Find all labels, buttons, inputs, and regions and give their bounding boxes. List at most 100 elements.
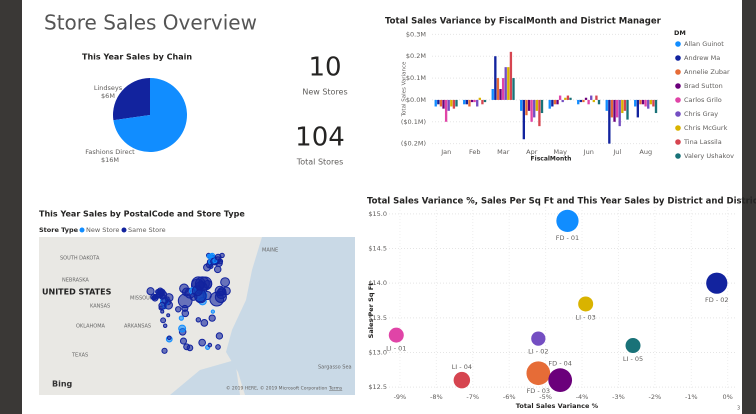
card-value: 10 [308, 53, 341, 83]
x-tick-label: Jun [583, 148, 594, 156]
bar [639, 100, 641, 104]
legend-marker [675, 69, 681, 75]
legend-marker [675, 83, 681, 89]
map-dot [221, 278, 230, 287]
point-label: FD - 01 [556, 234, 580, 242]
chart-title: Total Sales Variance by FiscalMonth and … [385, 17, 662, 27]
map-dot [215, 254, 221, 260]
bar [497, 78, 499, 100]
bar [580, 100, 582, 102]
map-dot [165, 297, 169, 301]
legend-label: Chris McGurk [684, 124, 728, 132]
map-dot [208, 343, 212, 347]
y-axis-title: Total Sales Variance [402, 61, 408, 117]
map-dot [164, 301, 172, 309]
map-label: KANSAS [90, 304, 110, 310]
bar [538, 100, 540, 126]
map-dot [184, 344, 190, 350]
map-dot [167, 314, 170, 317]
bar [502, 78, 504, 100]
bar [577, 100, 579, 104]
bar [505, 67, 507, 100]
map-dot [214, 266, 220, 272]
bar [479, 98, 481, 100]
bar [642, 100, 644, 104]
bar [455, 100, 457, 107]
bar [616, 100, 618, 117]
bar [606, 100, 608, 111]
card-clip [290, 95, 360, 105]
map-title: This Year Sales by PostalCode and Store … [39, 210, 245, 219]
bar [468, 100, 470, 107]
bar [533, 100, 535, 117]
x-tick-label: Jul [612, 148, 621, 156]
bar [611, 100, 613, 117]
legend-marker [80, 228, 85, 233]
bar [624, 100, 626, 111]
bubble [706, 273, 727, 294]
card-value: 104 [295, 123, 345, 153]
legend-marker [675, 97, 681, 103]
bar [582, 100, 584, 102]
bar [567, 96, 569, 100]
map-dot [161, 318, 166, 323]
y-axis-title: Sales Per Sq Ft [367, 283, 375, 339]
bar [463, 100, 465, 104]
chart-title: Total Sales Variance %, Sales Per Sq Ft … [367, 197, 756, 207]
map-dot [180, 338, 186, 344]
bar [613, 100, 615, 122]
bar [437, 100, 439, 104]
bar [549, 100, 551, 109]
x-tick-label: Mar [497, 148, 510, 156]
y-tick-label: $15.0 [368, 210, 387, 218]
map-terms[interactable]: Terms [328, 386, 343, 392]
x-tick-label: -9% [394, 393, 407, 401]
bar [559, 96, 561, 100]
x-tick-label: Apr [526, 148, 538, 156]
map-dot [211, 310, 214, 313]
dashboard: Store Sales Overview 3 10 New Stores 104… [0, 0, 756, 414]
slice-label: Fashions Direct [85, 148, 135, 156]
bar [450, 100, 452, 107]
legend-marker [675, 153, 681, 159]
point-label: LI - 02 [528, 348, 548, 356]
legend-label: Valery Ushakov [684, 152, 734, 160]
y-tick-label: ($0.1M) [401, 118, 426, 126]
bar [471, 100, 473, 102]
slice-label: Lindseys [94, 84, 123, 92]
bar [626, 100, 628, 120]
point-label: LI - 05 [623, 355, 643, 363]
legend-label: Allan Guinot [684, 40, 724, 48]
y-tick-label: $12.5 [368, 383, 387, 391]
map-label: NEBRASKA [62, 278, 89, 284]
legend-label: Annelie Zubar [684, 68, 730, 76]
slice-value: $16M [101, 156, 119, 164]
bar [435, 100, 437, 107]
x-tick-label: -4% [576, 393, 589, 401]
legend-marker [675, 125, 681, 131]
x-tick-label: Aug [639, 148, 652, 156]
bar [647, 100, 649, 109]
point-label: FD - 03 [527, 387, 551, 395]
map-dot [217, 289, 227, 299]
x-tick-label: -1% [685, 393, 698, 401]
legend-title: DM [674, 29, 686, 37]
map-attribution: © 2019 HERE, © 2019 Microsoft Corporatio… [226, 385, 327, 392]
legend-label: Same Store [128, 226, 166, 234]
bubble [626, 338, 641, 353]
bar [621, 100, 623, 113]
bar [510, 52, 512, 100]
bar [536, 100, 538, 111]
map-legend-title: Store Type [39, 226, 79, 234]
map-label: SOUTH DAKOTA [60, 256, 100, 262]
legend-marker [122, 228, 127, 233]
y-tick-label: $14.5 [368, 245, 387, 253]
bar [448, 100, 450, 111]
map-dot [179, 325, 186, 332]
map-dot [167, 336, 171, 340]
bar [590, 96, 592, 100]
bar [554, 100, 556, 104]
y-tick-label: $0.0M [406, 96, 426, 104]
map-label: OKLAHOMA [76, 324, 106, 330]
legend-label: Tina Lassila [683, 138, 722, 146]
